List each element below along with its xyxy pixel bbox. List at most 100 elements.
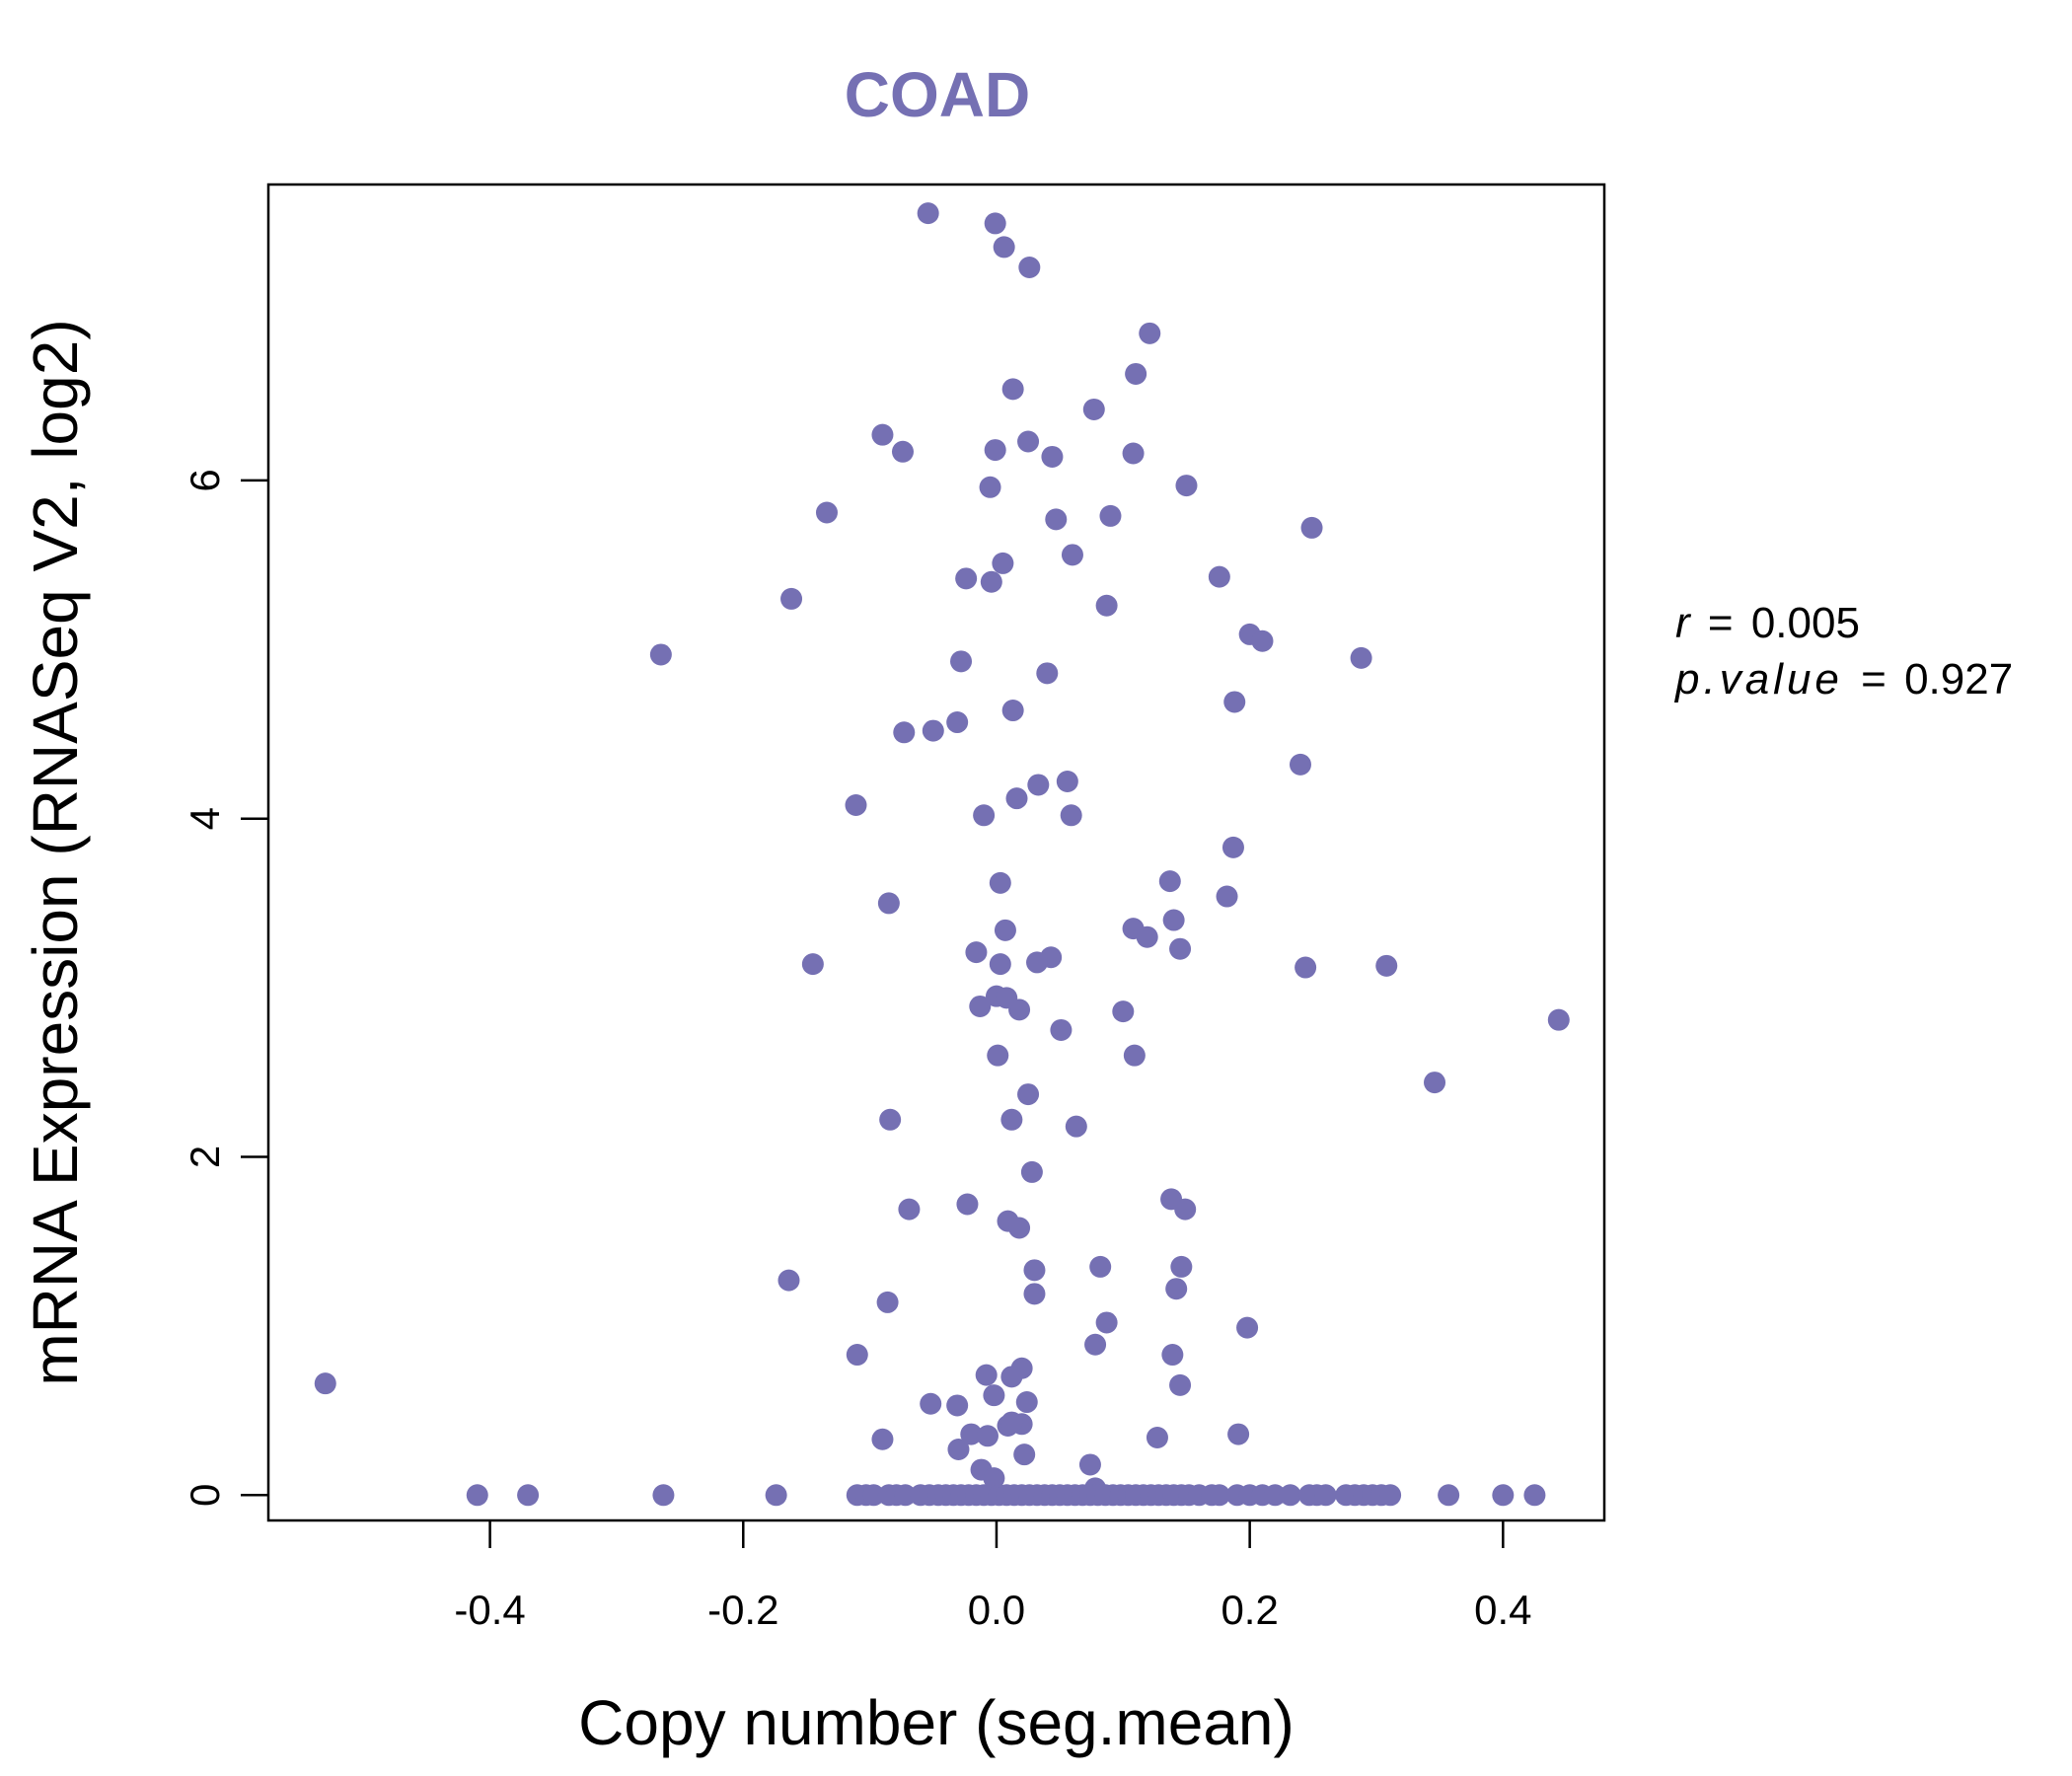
data-point xyxy=(1438,1484,1460,1507)
data-point xyxy=(1221,836,1244,858)
data-point xyxy=(950,650,973,673)
data-point xyxy=(1251,629,1274,652)
data-point xyxy=(1065,1115,1087,1138)
data-point xyxy=(1026,951,1049,974)
data-point xyxy=(947,1439,970,1461)
data-point xyxy=(1236,1316,1259,1339)
p-value: 0.927 xyxy=(1904,655,2013,703)
data-point xyxy=(649,643,672,666)
data-point xyxy=(956,1193,979,1216)
data-point xyxy=(1008,999,1031,1021)
data-point xyxy=(801,953,824,976)
data-point xyxy=(1001,700,1024,722)
data-point xyxy=(517,1484,540,1507)
x-axis: -0.4 -0.2 0.0 0.2 0.4 xyxy=(454,1520,1532,1633)
data-point xyxy=(1208,1484,1230,1507)
data-point xyxy=(973,804,996,827)
data-point xyxy=(984,212,1006,235)
x-axis-title: Copy number (seg.mean) xyxy=(578,1687,1295,1758)
data-point xyxy=(1050,1018,1073,1041)
data-point xyxy=(1015,1391,1038,1414)
data-point xyxy=(765,1484,787,1507)
data-point xyxy=(845,794,867,817)
data-point xyxy=(1008,1217,1031,1239)
y-axis-title: mRNA Expression (RNASeq V2, log2) xyxy=(20,319,91,1385)
data-point xyxy=(871,423,894,446)
data-point xyxy=(1013,1443,1036,1466)
data-point xyxy=(891,440,914,463)
data-point xyxy=(1264,1484,1287,1507)
x-tick-label: 0.4 xyxy=(1474,1587,1531,1633)
y-tick-label: 4 xyxy=(182,807,228,830)
data-point xyxy=(1020,1160,1043,1183)
data-points xyxy=(314,202,1570,1507)
data-point xyxy=(989,871,1011,894)
data-point xyxy=(992,552,1014,574)
data-point xyxy=(1175,475,1198,497)
data-point xyxy=(1060,804,1082,827)
data-point xyxy=(1045,508,1068,531)
data-point xyxy=(969,995,992,1017)
data-point xyxy=(862,1484,885,1507)
data-point xyxy=(1125,362,1147,385)
data-point xyxy=(980,570,1002,593)
data-point xyxy=(1170,1255,1193,1278)
data-point xyxy=(1295,956,1317,979)
data-point xyxy=(1036,662,1059,685)
data-point xyxy=(987,1044,1009,1067)
data-point xyxy=(815,501,838,524)
p-equals: = xyxy=(1861,655,1887,703)
r-equals: = xyxy=(1708,599,1734,647)
data-point xyxy=(984,439,1006,462)
data-point xyxy=(314,1372,336,1395)
x-tick-label: -0.4 xyxy=(454,1587,525,1633)
data-point xyxy=(1379,1484,1402,1507)
data-point xyxy=(983,1467,1005,1490)
data-point xyxy=(1279,1484,1301,1507)
data-point xyxy=(877,892,900,915)
r-value: 0.005 xyxy=(1751,599,1860,647)
data-point xyxy=(876,1291,899,1313)
data-point xyxy=(1350,646,1372,669)
data-point xyxy=(777,1269,800,1292)
data-point xyxy=(1078,1453,1101,1476)
x-tick-label: -0.2 xyxy=(707,1587,778,1633)
data-point xyxy=(1089,1255,1112,1278)
data-point xyxy=(894,1484,917,1507)
data-point xyxy=(1000,1411,1023,1434)
y-tick-label: 0 xyxy=(182,1484,228,1507)
data-point xyxy=(1099,504,1122,527)
data-point xyxy=(983,1384,1005,1407)
data-point xyxy=(920,1392,942,1415)
data-point xyxy=(1000,1366,1023,1388)
data-point xyxy=(1001,378,1024,401)
data-point xyxy=(1122,442,1145,465)
data-point xyxy=(1000,1108,1023,1131)
data-point xyxy=(960,1423,983,1445)
r-statistic: r = 0.005 xyxy=(1675,599,1860,647)
data-point xyxy=(1161,1344,1184,1367)
data-point xyxy=(1027,774,1050,796)
data-point xyxy=(1017,430,1040,453)
data-point xyxy=(879,1108,902,1131)
data-point xyxy=(946,711,969,734)
data-point xyxy=(1136,925,1158,948)
data-point xyxy=(946,1394,969,1417)
data-point xyxy=(1095,594,1118,617)
data-point xyxy=(1162,909,1185,931)
data-point xyxy=(1523,1484,1546,1507)
data-point xyxy=(976,1425,999,1447)
data-point xyxy=(1492,1484,1515,1507)
data-point xyxy=(1289,753,1311,776)
data-point xyxy=(1146,1427,1168,1449)
data-point xyxy=(965,941,988,964)
plot-frame xyxy=(266,183,1606,1522)
data-point xyxy=(1084,1333,1107,1356)
data-point xyxy=(846,1344,868,1367)
data-point xyxy=(1061,544,1083,566)
x-tick-label: 0.0 xyxy=(968,1587,1025,1633)
data-point xyxy=(1227,1423,1250,1445)
data-point xyxy=(1165,1278,1188,1300)
data-point xyxy=(1158,870,1181,893)
